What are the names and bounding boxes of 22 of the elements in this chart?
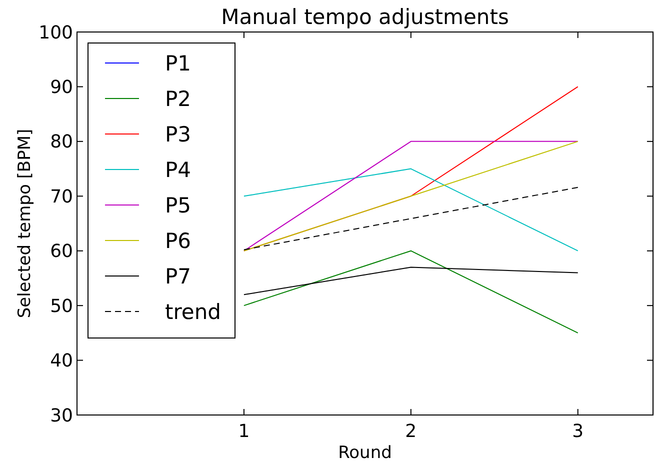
y-tick-label: 60 bbox=[50, 241, 73, 262]
legend-label: P6 bbox=[165, 228, 192, 253]
y-tick-label: 90 bbox=[50, 77, 73, 98]
legend-label: P7 bbox=[165, 264, 192, 288]
y-tick-label: 50 bbox=[50, 296, 73, 317]
y-axis-title: Selected tempo [BPM] bbox=[15, 128, 35, 318]
x-tick-label: 1 bbox=[238, 421, 250, 442]
chart-title: Manual tempo adjustments bbox=[221, 5, 509, 29]
y-tick-label: 40 bbox=[50, 350, 73, 372]
x-tick-label: 2 bbox=[405, 421, 417, 442]
legend-label: P5 bbox=[165, 193, 192, 218]
legend-label: trend bbox=[165, 300, 221, 324]
y-tick-label: 70 bbox=[50, 186, 73, 208]
y-tick-label: 80 bbox=[50, 132, 73, 153]
x-axis-title: Round bbox=[338, 443, 392, 463]
y-tick-label: 100 bbox=[38, 22, 73, 44]
legend-label: P2 bbox=[165, 86, 192, 111]
y-tick-label: 30 bbox=[50, 405, 73, 426]
legend-label: P3 bbox=[165, 122, 192, 146]
legend-label: P4 bbox=[165, 158, 192, 182]
legend-label: P1 bbox=[165, 51, 192, 76]
x-tick-label: 3 bbox=[572, 421, 584, 442]
